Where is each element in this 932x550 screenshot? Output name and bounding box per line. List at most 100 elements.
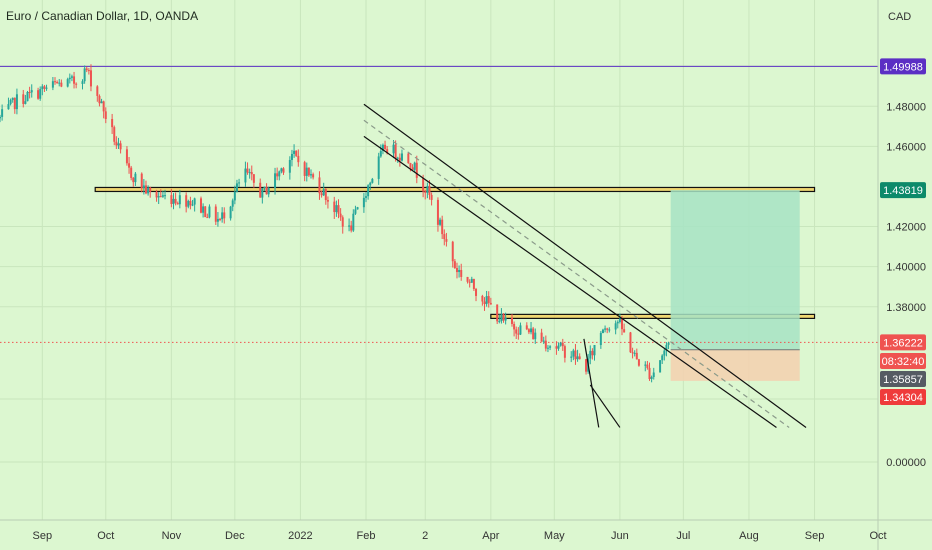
x-tick-label-8: May — [544, 530, 565, 542]
candle-body-117 — [348, 225, 351, 227]
candle-body-73 — [216, 218, 219, 222]
candle-body-170 — [502, 314, 505, 321]
candle-body-60 — [176, 203, 179, 205]
candle-body-136 — [400, 153, 403, 161]
candle-body-50 — [147, 187, 150, 194]
candle-body-104 — [307, 167, 310, 176]
candle-body-83 — [246, 168, 249, 173]
candle-body-77 — [229, 206, 232, 219]
price-badge-1 — [880, 182, 926, 199]
price-badge-label-1: 1.43819 — [883, 185, 923, 197]
candle-body-138 — [409, 163, 412, 168]
trend-line-0[interactable] — [363, 103, 807, 428]
candle-body-31 — [89, 70, 92, 87]
candle-body-177 — [525, 325, 528, 330]
y-tick-label-2: 1.46000 — [886, 141, 926, 153]
candle-body-130 — [384, 144, 387, 150]
candle-body-62 — [185, 195, 188, 207]
candle-body-18 — [54, 81, 57, 83]
candle-body-168 — [498, 320, 501, 322]
candle-body-158 — [468, 281, 471, 283]
candle-body-91 — [267, 188, 270, 195]
candle-body-184 — [544, 340, 547, 349]
candle-body-191 — [563, 346, 566, 358]
candle-body-25 — [73, 76, 76, 84]
candle-body-17 — [51, 81, 54, 88]
candle-body-218 — [646, 364, 649, 368]
x-tick-label-0: Sep — [33, 530, 53, 542]
zones — [94, 186, 816, 319]
candle-body-35 — [102, 101, 105, 112]
candle-body-38 — [113, 127, 116, 142]
candle-body-174 — [515, 329, 518, 334]
trend-line-3[interactable] — [583, 338, 600, 428]
candle-body-28 — [83, 68, 86, 82]
candle-body-195 — [576, 356, 579, 360]
candle-body-222 — [659, 360, 662, 373]
trend-line-4[interactable] — [589, 384, 621, 428]
candle-body-217 — [644, 364, 647, 366]
candle-body-82 — [244, 168, 247, 183]
candle-body-71 — [208, 206, 211, 218]
candle-body-96 — [282, 168, 285, 173]
candle-body-207 — [614, 323, 617, 330]
horizontal-lines[interactable] — [0, 65, 878, 343]
candle-body-7 — [22, 94, 25, 104]
candle-body-87 — [259, 182, 262, 198]
trade-box-target-zone[interactable] — [670, 190, 800, 350]
y-tick-label-4: 1.40000 — [886, 262, 926, 274]
candle-body-167 — [496, 304, 499, 322]
candle-body-216 — [637, 359, 640, 366]
candle-body-133 — [394, 144, 397, 159]
candle-body-192 — [570, 356, 573, 358]
candle-body-213 — [631, 352, 634, 354]
time-axis[interactable]: Sep Oct Nov Dec 2022 Feb 2 Apr May Jun Jul Aug Sep Oc… — [33, 530, 887, 542]
candle-body-151 — [445, 239, 448, 242]
candle-body-54 — [159, 196, 162, 198]
y-tick-label-5: 1.38000 — [886, 302, 926, 314]
candle-body-126 — [371, 178, 374, 183]
price-badge-3 — [880, 353, 926, 369]
trend-line-1[interactable] — [363, 135, 777, 428]
candle-body-180 — [532, 328, 535, 340]
candle-body-45 — [132, 177, 135, 183]
candle-body-66 — [193, 198, 196, 205]
trade-box[interactable] — [670, 190, 800, 381]
candle-body-34 — [100, 101, 103, 104]
candle-body-146 — [430, 194, 433, 200]
x-tick-label-12: Sep — [805, 530, 825, 542]
candle-body-115 — [339, 213, 342, 218]
candle-body-163 — [483, 301, 486, 305]
x-tick-label-4: 2022 — [288, 530, 312, 542]
x-tick-label-3: Dec — [225, 530, 245, 542]
candle-body-20 — [58, 82, 61, 84]
candle-body-202 — [599, 332, 602, 346]
candle-body-123 — [365, 196, 368, 198]
candle-body-44 — [130, 167, 133, 178]
candle-body-85 — [250, 172, 253, 175]
candle-body-106 — [312, 174, 315, 178]
candle-body-52 — [155, 191, 158, 198]
candle-body-210 — [621, 318, 624, 330]
candle-body-197 — [585, 359, 588, 372]
candle-body-189 — [559, 342, 562, 346]
candle-body-81 — [238, 182, 241, 184]
candle-body-225 — [665, 344, 668, 351]
candle-body-206 — [608, 329, 611, 331]
candle-body-1 — [1, 109, 4, 117]
candle-body-139 — [411, 167, 414, 170]
price-badge-4 — [880, 371, 926, 387]
candle-body-2 — [7, 104, 10, 110]
candle-body-19 — [56, 82, 59, 84]
x-tick-label-10: Jul — [676, 530, 690, 542]
x-tick-label-13: Oct — [869, 530, 886, 542]
candle-body-40 — [117, 143, 120, 146]
trend-lines[interactable] — [363, 103, 807, 428]
candle-body-75 — [221, 212, 224, 220]
candle-body-48 — [142, 185, 145, 189]
candle-body-193 — [572, 350, 575, 357]
trend-line-2[interactable] — [363, 119, 790, 428]
candle-body-68 — [202, 206, 205, 213]
candle-body-209 — [618, 318, 621, 323]
